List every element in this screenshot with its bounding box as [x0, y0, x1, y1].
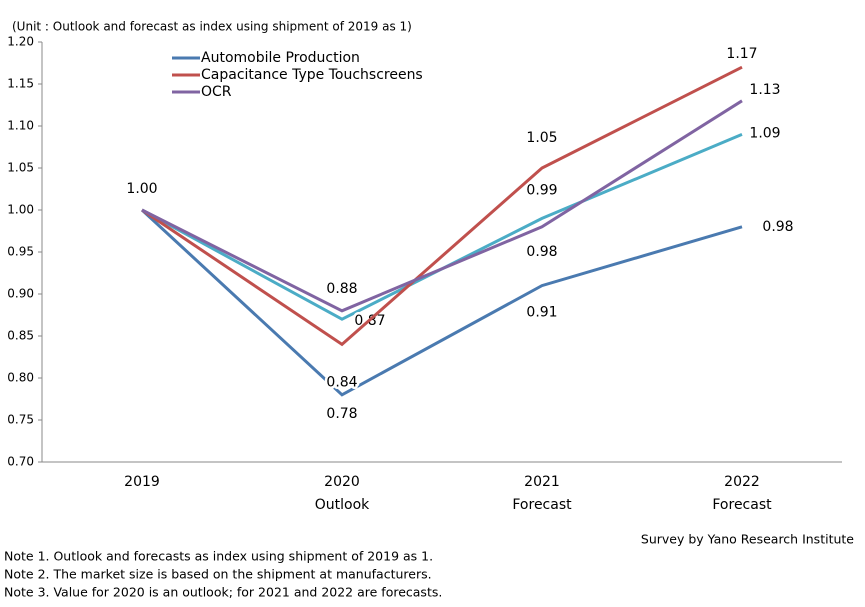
unit-note: (Unit : Outlook and forecast as index us… — [12, 20, 412, 34]
value-label: 1.09 — [749, 125, 780, 141]
line — [141, 65, 743, 347]
y-tick-label: 1.10 — [7, 119, 34, 133]
value-label: 0.98 — [526, 244, 557, 260]
source: Survey by Yano Research Institute — [641, 532, 854, 547]
value-label: 1.13 — [749, 82, 780, 98]
y-tick-label: 0.95 — [7, 245, 34, 259]
legend-label: Automobile Production — [201, 50, 360, 66]
y-tick-label: 1.15 — [7, 77, 34, 91]
value-label: 0.78 — [326, 406, 357, 422]
y-tick-label: 1.20 — [7, 35, 34, 49]
y-tick-label: 0.90 — [7, 287, 34, 301]
x-tick-note: Outlook — [315, 497, 370, 513]
y-tick-label: 0.75 — [7, 413, 34, 427]
x-tick-label: 2019 — [124, 474, 160, 490]
line — [140, 208, 743, 397]
legend-label: Capacitance Type Touchscreens — [201, 67, 423, 83]
x-tick-label: 2022 — [724, 474, 760, 490]
value-label: 1.05 — [526, 130, 557, 146]
value-label: 0.99 — [526, 182, 557, 198]
value-label: 1.00 — [126, 181, 157, 197]
x-tick-note: Forecast — [712, 497, 772, 513]
note: Note 3. Value for 2020 is an outlook; fo… — [4, 585, 442, 600]
note: Note 1. Outlook and forecasts as index u… — [4, 549, 433, 564]
value-label: 1.17 — [726, 46, 757, 62]
y-tick-label: 1.00 — [7, 203, 34, 217]
y-tick-label: 0.80 — [7, 371, 34, 385]
y-tick-label: 1.05 — [7, 161, 34, 175]
value-label: 0.91 — [526, 305, 557, 321]
x-tick-label: 2021 — [524, 474, 560, 490]
line — [141, 99, 743, 313]
value-label: 0.88 — [326, 281, 357, 297]
legend-label: OCR — [201, 84, 232, 100]
value-label: 0.98 — [762, 219, 793, 235]
note: Note 2. The market size is based on the … — [4, 567, 432, 582]
y-tick-label: 0.70 — [7, 455, 34, 469]
y-tick-label: 0.85 — [7, 329, 34, 343]
x-tick-label: 2020 — [324, 474, 360, 490]
x-tick-note: Forecast — [512, 497, 572, 513]
value-label: 0.84 — [326, 374, 357, 390]
